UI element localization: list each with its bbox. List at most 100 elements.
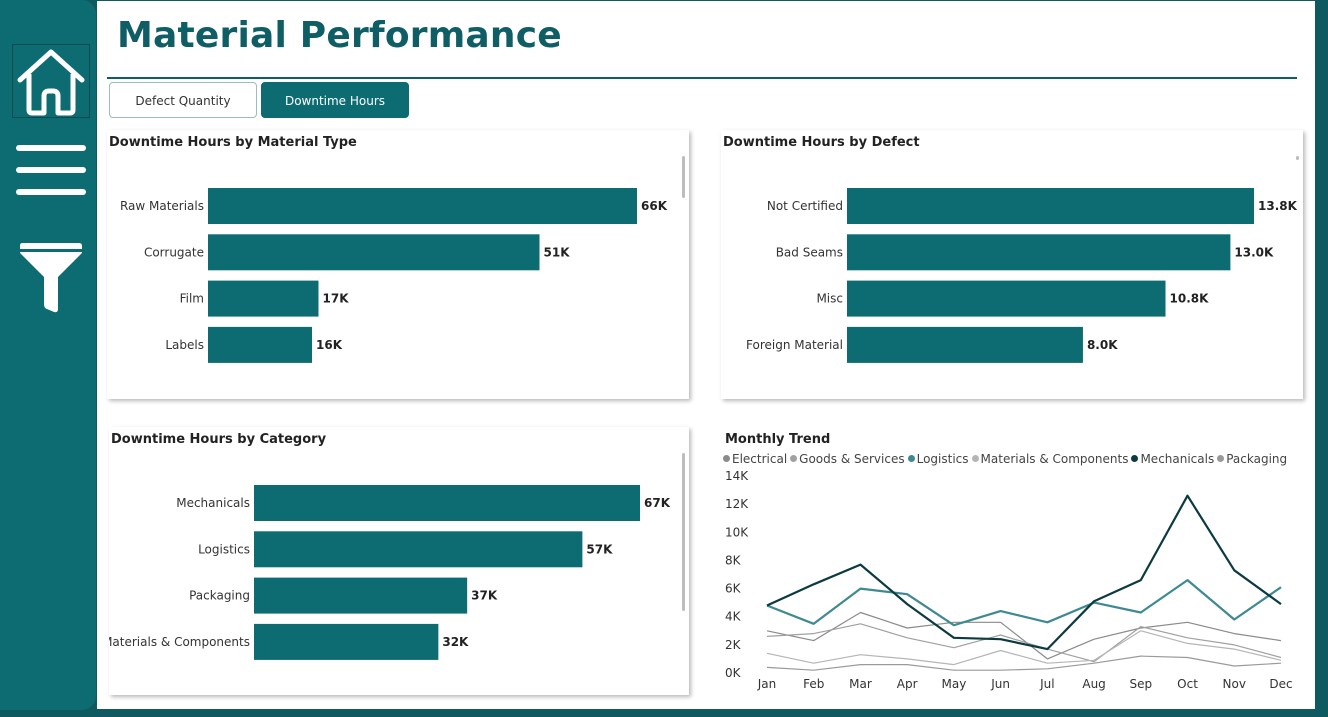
x-tick-label: Nov [1223, 677, 1246, 691]
category-label: Misc [816, 292, 843, 306]
scrollbar[interactable] [682, 156, 685, 198]
data-label: 67K [644, 496, 671, 510]
line-chart-monthly-trend: 0K 2K 4K 6K 8K 10K 12K 14K Jan Feb Mar Apr May Jun Jul… [725, 469, 1293, 691]
card-downtime-by-material-type: Downtime Hours by Material Type Raw Mate… [107, 130, 689, 399]
sidebar-nav [0, 0, 96, 710]
data-label: 16K [316, 338, 343, 352]
report-canvas: Material Performance Defect Quantity Dow… [97, 1, 1315, 709]
category-label: Foreign Material [746, 338, 843, 352]
series-line[interactable] [766, 611, 1282, 660]
bar[interactable] [208, 280, 319, 317]
x-tick-label: Jul [1039, 677, 1054, 691]
legend-marker [907, 455, 915, 462]
data-label: 8.0K [1087, 338, 1118, 352]
legend-marker [723, 455, 730, 462]
category-label: Film [180, 292, 204, 306]
legend-marker [971, 455, 979, 462]
series-line[interactable] [766, 623, 1282, 663]
category-label: Not Certified [767, 199, 843, 213]
legend-label: Electrical [732, 452, 788, 466]
home-icon[interactable] [12, 44, 90, 118]
bar-chart-category: Mechanicals 67K Logistics 57K Packaging 37K Ma… [109, 485, 671, 660]
y-tick-label: 0K [725, 666, 742, 680]
bar[interactable] [847, 188, 1254, 224]
legend-marker [790, 455, 798, 462]
bar[interactable] [208, 188, 637, 224]
chart-legend: Electrical Goods & Services Logistics Mater… [723, 452, 1290, 466]
legend-label: Mechanicals [1140, 452, 1215, 466]
category-label: Packaging [189, 589, 250, 603]
chart-title: Downtime Hours by Defect [723, 135, 920, 150]
legend-marker [1131, 455, 1139, 462]
bar-chart-material-type: Raw Materials 66K Corrugate 51K Film 17K Label… [120, 188, 668, 363]
x-tick-label: Sep [1130, 677, 1153, 691]
category-label: Labels [165, 338, 204, 352]
y-tick-label: 10K [725, 525, 749, 539]
category-label: Materials & Components [109, 635, 250, 649]
bar[interactable] [254, 485, 640, 521]
bar[interactable] [847, 326, 1083, 363]
legend-item[interactable]: Electrical [723, 452, 787, 466]
card-downtime-by-category: Downtime Hours by Category Mechanicals 67… [109, 427, 689, 695]
category-label: Mechanicals [176, 496, 250, 510]
scrollbar[interactable] [682, 453, 685, 611]
chart-title: Downtime Hours by Category [111, 432, 327, 447]
series-line[interactable] [766, 579, 1282, 627]
legend-item[interactable]: Materials & Components [971, 452, 1129, 466]
tab-defect-quantity[interactable]: Defect Quantity [109, 82, 257, 118]
x-tick-label: Jan [757, 677, 777, 691]
series-line[interactable] [766, 630, 1282, 666]
legend-label: Goods & Services [799, 452, 905, 466]
bar[interactable] [254, 531, 583, 568]
legend-item[interactable]: Packaging [1217, 452, 1287, 466]
y-tick-label: 8K [725, 553, 742, 567]
legend-item[interactable]: Goods & Services [790, 452, 905, 466]
bar[interactable] [208, 326, 312, 363]
y-tick-label: 6K [725, 582, 742, 596]
scrollbar[interactable] [1296, 156, 1299, 160]
chart-title: Downtime Hours by Material Type [109, 135, 357, 150]
x-tick-label: May [942, 677, 967, 691]
hamburger-menu-icon[interactable] [16, 144, 86, 196]
bar[interactable] [847, 280, 1166, 317]
x-tick-label: Dec [1269, 677, 1292, 691]
category-label: Corrugate [144, 245, 204, 259]
series-line[interactable] [766, 655, 1282, 671]
y-tick-label: 12K [725, 497, 749, 511]
x-tick-label: Aug [1082, 677, 1105, 691]
category-label: Bad Seams [776, 245, 843, 259]
y-tick-label: 14K [725, 469, 749, 483]
data-label: 51K [544, 245, 571, 259]
data-label: 57K [586, 542, 613, 556]
data-label: 10.8K [1170, 292, 1210, 306]
bar[interactable] [847, 234, 1231, 271]
title-divider [107, 77, 1297, 79]
y-tick-label: 2K [725, 638, 742, 652]
category-label: Logistics [198, 542, 250, 556]
legend-label: Materials & Components [980, 452, 1129, 466]
series-line[interactable] [766, 494, 1282, 651]
card-downtime-by-defect: Downtime Hours by Defect Not Certified 13… [721, 130, 1303, 399]
legend-label: Packaging [1226, 452, 1288, 466]
data-label: 13.0K [1234, 245, 1274, 259]
bar[interactable] [254, 623, 439, 660]
legend-label: Logistics [916, 452, 969, 466]
data-label: 32K [442, 635, 469, 649]
filter-funnel-icon[interactable] [18, 243, 84, 313]
legend-marker [1217, 455, 1225, 462]
bar[interactable] [208, 234, 540, 271]
data-label: 66K [641, 199, 668, 213]
y-tick-label: 4K [725, 610, 742, 624]
x-tick-label: Apr [897, 677, 918, 691]
x-tick-label: Feb [803, 677, 824, 691]
legend-item[interactable]: Logistics [907, 452, 969, 466]
chart-title: Monthly Trend [725, 432, 831, 447]
data-label: 13.8K [1258, 199, 1298, 213]
tab-downtime-hours[interactable]: Downtime Hours [261, 82, 409, 118]
data-label: 17K [323, 292, 350, 306]
x-tick-label: Mar [849, 677, 872, 691]
x-tick-label: Oct [1177, 677, 1198, 691]
legend-item[interactable]: Mechanicals [1131, 452, 1214, 466]
bar[interactable] [254, 577, 468, 614]
bar-chart-defect: Not Certified 13.8K Bad Seams 13.0K Misc 10.8… [746, 188, 1298, 363]
